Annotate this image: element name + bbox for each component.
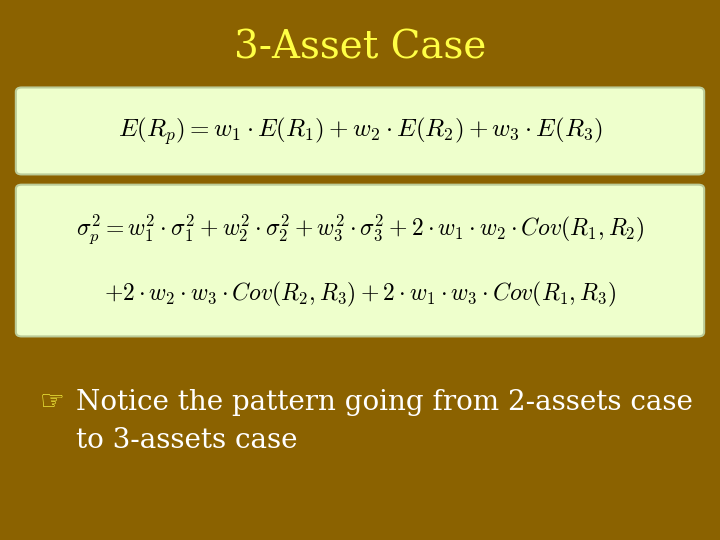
Text: ☞: ☞ <box>40 388 65 416</box>
Text: to 3-assets case: to 3-assets case <box>76 427 297 454</box>
FancyBboxPatch shape <box>16 185 704 336</box>
Text: $\sigma_p^2 = w_1^2 \cdot \sigma_1^2 + w_2^2 \cdot \sigma_2^2 + w_3^2 \cdot \sig: $\sigma_p^2 = w_1^2 \cdot \sigma_1^2 + w… <box>76 213 644 246</box>
Text: $E(R_p) = w_1 \cdot E(R_1) + w_2 \cdot E(R_2) + w_3 \cdot E(R_3)$: $E(R_p) = w_1 \cdot E(R_1) + w_2 \cdot E… <box>117 115 603 146</box>
FancyBboxPatch shape <box>16 87 704 174</box>
Text: 3-Asset Case: 3-Asset Case <box>234 30 486 67</box>
Text: $+ 2 \cdot w_2 \cdot w_3 \cdot Cov(R_2, R_3) + 2 \cdot w_1 \cdot w_3 \cdot Cov(R: $+ 2 \cdot w_2 \cdot w_3 \cdot Cov(R_2, … <box>104 280 616 309</box>
Text: Notice the pattern going from 2-assets case: Notice the pattern going from 2-assets c… <box>76 389 693 416</box>
